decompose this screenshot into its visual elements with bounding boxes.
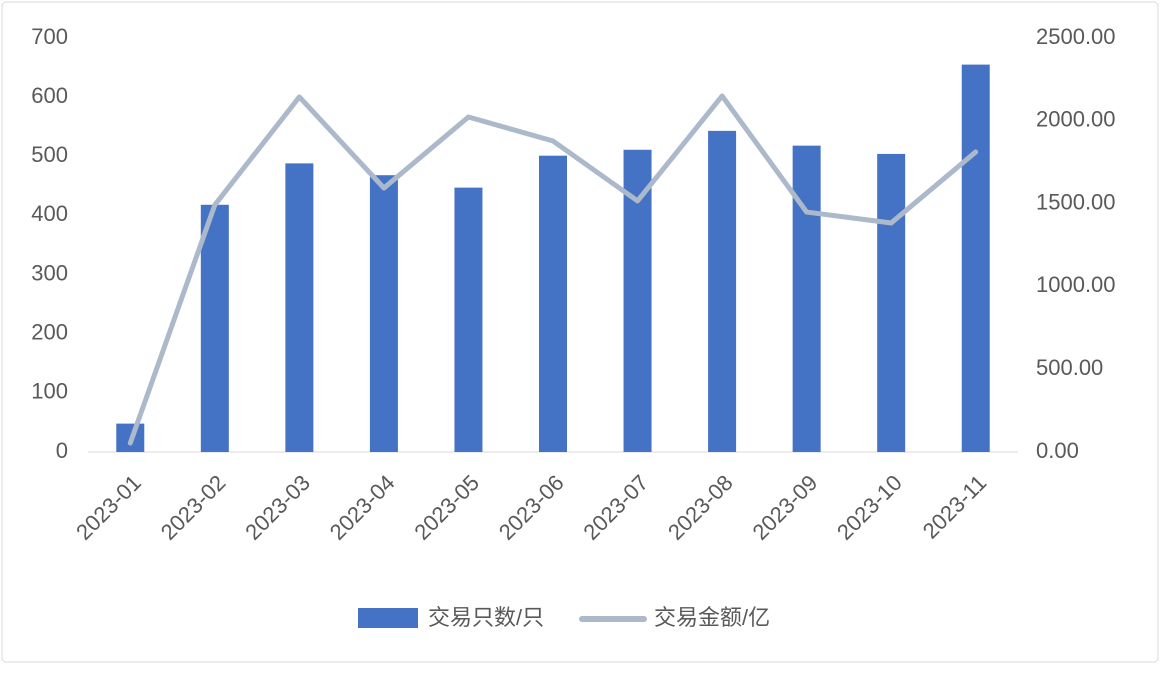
- y-tick-label: 300: [31, 260, 68, 285]
- y2-tick-label: 2500.00: [1036, 24, 1116, 49]
- bar: [369, 175, 398, 452]
- y-tick-label: 600: [31, 83, 68, 108]
- bar: [454, 187, 483, 453]
- legend-label: 交易只数/只: [428, 605, 544, 630]
- line: [127, 93, 979, 446]
- bar: [961, 64, 990, 452]
- y2-tick-label: 0.00: [1036, 438, 1079, 463]
- y2-tick-label: 1500.00: [1036, 189, 1116, 214]
- y2-tick-label: 1000.00: [1036, 272, 1116, 297]
- bar: [539, 155, 567, 453]
- y2-tick-label: 500.00: [1036, 355, 1103, 380]
- y-tick-label: 100: [31, 379, 68, 404]
- bar: [285, 163, 314, 452]
- bar: [200, 204, 229, 452]
- legend-label: 交易金额/亿: [654, 605, 770, 630]
- legend-swatch: [358, 608, 418, 628]
- bar: [792, 145, 821, 452]
- bar: [877, 153, 906, 453]
- y-tick-label: 200: [31, 320, 68, 345]
- bar: [708, 130, 737, 452]
- y-tick-label: 0: [56, 438, 68, 463]
- y-tick-label: 700: [31, 24, 68, 49]
- y-tick-label: 500: [31, 142, 68, 167]
- y-tick-label: 400: [31, 201, 68, 226]
- y2-tick-label: 2000.00: [1036, 107, 1116, 132]
- legend: 交易只数/只 交易金额/亿: [358, 605, 770, 630]
